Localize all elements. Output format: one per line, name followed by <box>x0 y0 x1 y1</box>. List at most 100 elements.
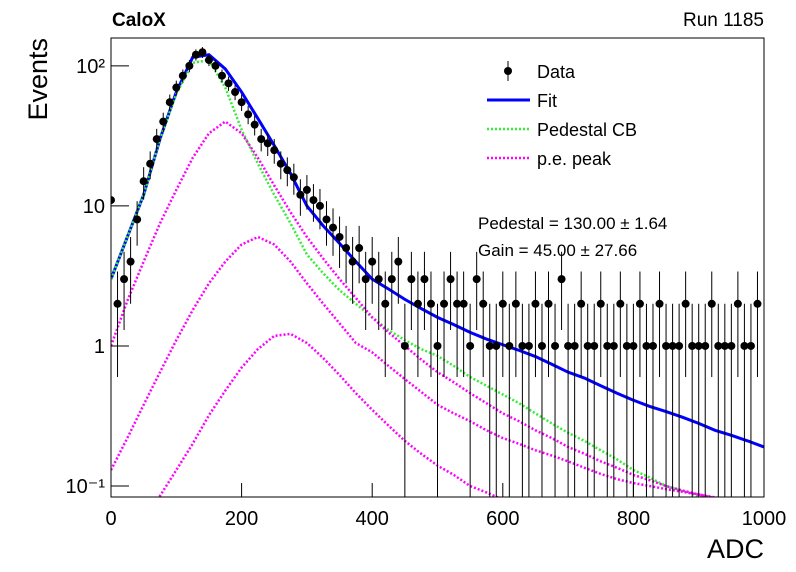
data-point <box>720 341 729 350</box>
data-point <box>218 71 227 80</box>
y-tick-label: 10⁻¹ <box>66 476 106 498</box>
y-tick-label: 10 <box>83 196 105 218</box>
x-tick-label: 800 <box>617 508 650 530</box>
data-point <box>387 275 396 284</box>
data-point <box>479 299 488 308</box>
x-tick-label: 0 <box>105 508 116 530</box>
annotation: Gain = 45.00 ± 27.66 <box>478 241 637 260</box>
data-point <box>603 341 612 350</box>
data-point <box>655 299 664 308</box>
data-point <box>283 166 292 175</box>
data-point <box>237 98 246 107</box>
data-point <box>472 275 481 284</box>
data-point <box>440 299 449 308</box>
data-point <box>485 341 494 350</box>
data-point <box>394 257 403 266</box>
data-point <box>244 110 253 119</box>
data-point <box>648 341 657 350</box>
x-tick-label: 200 <box>225 508 258 530</box>
data-point <box>544 299 553 308</box>
data-point <box>505 341 514 350</box>
fit-curve <box>111 120 716 497</box>
data-point <box>146 159 155 168</box>
data-point <box>111 196 115 205</box>
data-point <box>420 275 429 284</box>
data-point <box>446 275 455 284</box>
data-point <box>622 341 631 350</box>
data-point <box>159 117 168 126</box>
y-axis-label: Events <box>23 38 53 121</box>
data-point <box>668 341 677 350</box>
data-point <box>688 341 697 350</box>
plot-area <box>111 47 764 497</box>
data-point <box>577 299 586 308</box>
data-point <box>426 299 435 308</box>
data-point <box>498 299 507 308</box>
data-point <box>570 341 579 350</box>
data-point <box>250 120 259 129</box>
data-point <box>348 257 357 266</box>
data-point <box>590 341 599 350</box>
data-point <box>596 299 605 308</box>
data-point <box>126 257 135 266</box>
legend-label: Fit <box>537 91 557 111</box>
data-point <box>707 299 716 308</box>
data-point <box>524 341 533 350</box>
data-point <box>224 79 233 88</box>
data-point <box>329 223 338 232</box>
data-point <box>185 61 194 70</box>
data-point <box>753 299 762 308</box>
y-tick-label: 1 <box>94 336 105 358</box>
data-point <box>681 299 690 308</box>
data-point <box>551 341 560 350</box>
frame <box>110 37 765 498</box>
data-point <box>733 299 742 308</box>
data-point <box>629 341 638 350</box>
data-point <box>276 159 285 168</box>
data-point <box>133 215 142 224</box>
chart-title: CaloX <box>112 10 166 31</box>
data-point <box>511 299 520 308</box>
data-point <box>335 232 344 241</box>
data-point <box>113 299 122 308</box>
data-point <box>355 244 364 253</box>
data-point <box>701 341 710 350</box>
data-point <box>165 98 174 107</box>
data-point <box>675 341 684 350</box>
data-point <box>270 146 279 155</box>
data-point <box>518 341 527 350</box>
data-point <box>374 275 383 284</box>
data-point <box>492 341 501 350</box>
data-point <box>746 341 755 350</box>
data-point <box>322 215 331 224</box>
data-point <box>191 50 200 59</box>
data-point <box>583 341 592 350</box>
legend-label: Data <box>537 62 576 82</box>
data-point <box>557 275 566 284</box>
chart-subtitle: Run 1185 <box>683 10 764 31</box>
data-point <box>381 299 390 308</box>
data-point <box>231 88 240 97</box>
data-point <box>178 71 187 80</box>
data-point <box>564 341 573 350</box>
data-point <box>727 341 736 350</box>
annotation: Pedestal = 130.00 ± 1.64 <box>478 214 667 233</box>
data-point <box>407 275 416 284</box>
data-point <box>714 341 723 350</box>
data-point <box>694 341 703 350</box>
data-point <box>368 257 377 266</box>
data-point <box>400 341 409 350</box>
data-point <box>609 341 618 350</box>
data-point <box>459 299 468 308</box>
legend-label: Pedestal CB <box>537 120 637 140</box>
data-point <box>342 244 351 253</box>
data-point <box>211 61 220 70</box>
data-point <box>257 135 266 144</box>
data-point <box>296 190 305 199</box>
data-point <box>466 341 475 350</box>
data-point <box>453 299 462 308</box>
data-point <box>302 185 311 194</box>
x-axis-label: ADC <box>707 534 764 564</box>
